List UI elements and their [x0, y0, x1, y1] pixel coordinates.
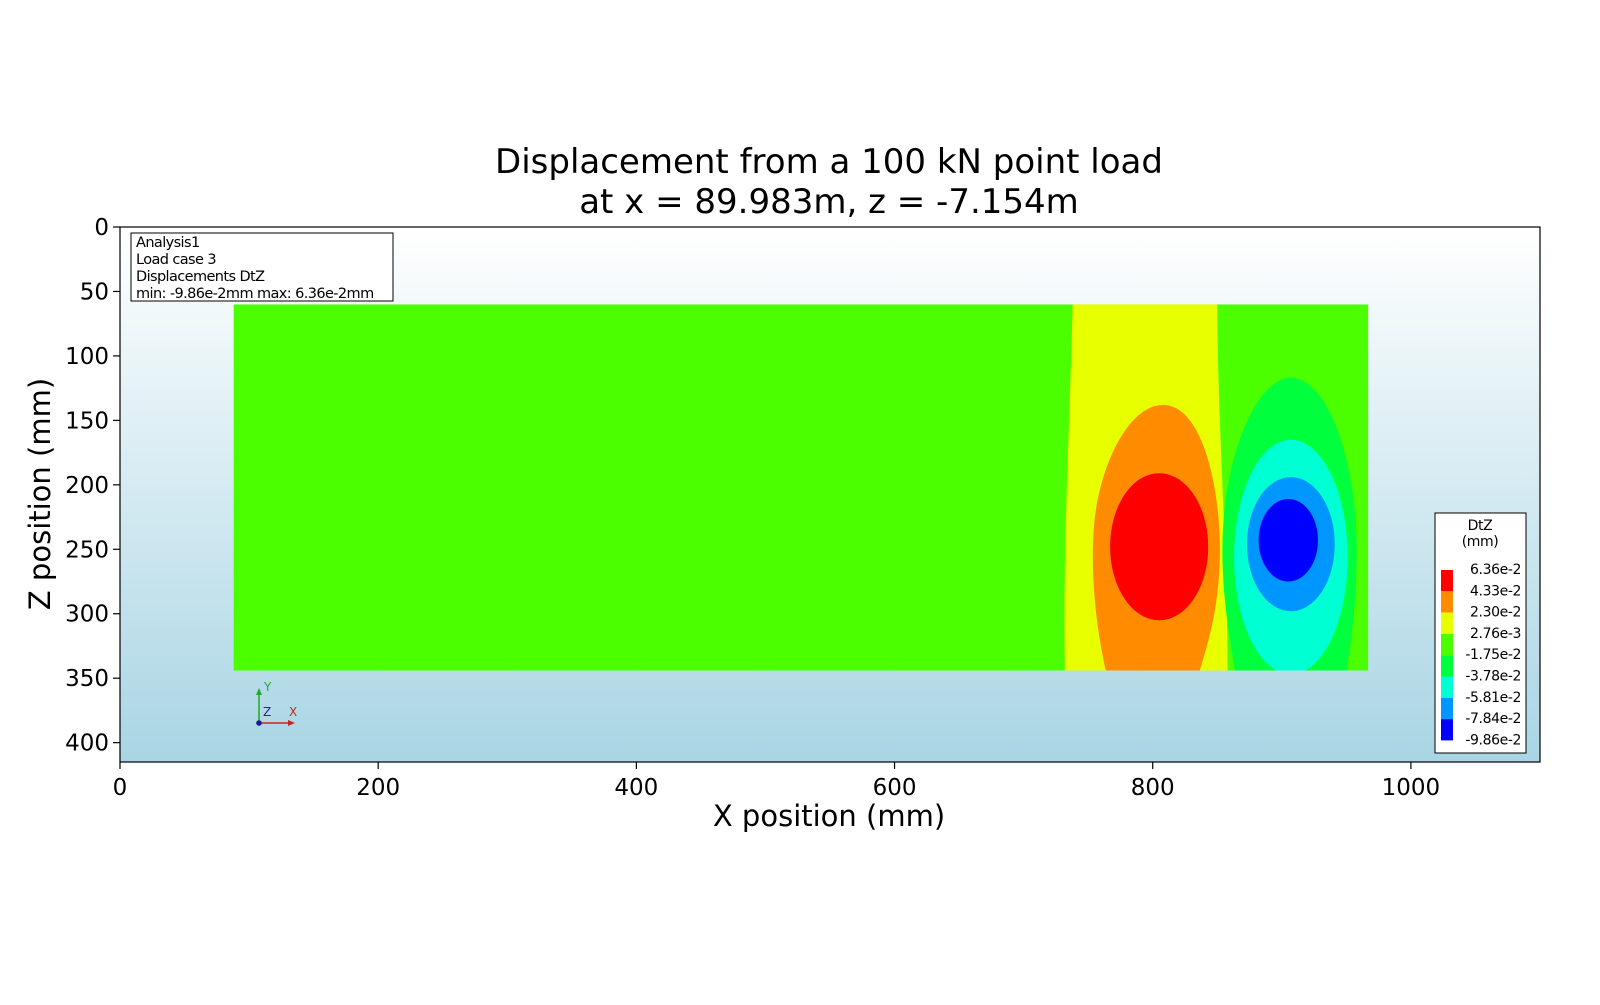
- x-tick-label: 800: [1131, 775, 1175, 801]
- y-tick-label: 50: [80, 279, 109, 305]
- x-axis: 0 200 400 600 800 1000: [113, 762, 1441, 801]
- triad-y-label: Y: [263, 680, 272, 694]
- color-legend: DtZ (mm) 6.36e-2 4.33e-2 2.30e-2 2.76e-3 -1.…: [1434, 512, 1527, 754]
- legend-level-label: -1.75e-2: [1465, 647, 1521, 663]
- contour-band-red: [1110, 473, 1209, 621]
- contour-field: [233, 304, 1369, 671]
- legend-level-label: 4.33e-2: [1470, 583, 1521, 599]
- legend-swatch: [1441, 676, 1453, 698]
- legend-level-label: -7.84e-2: [1465, 711, 1521, 727]
- x-tick-label: 200: [356, 775, 400, 801]
- plot-frame: [119, 226, 1541, 763]
- contour-band-blue: [1258, 499, 1318, 582]
- triad-x-label: X: [289, 705, 297, 719]
- legend-swatch: [1441, 633, 1453, 656]
- y-tick-label: 300: [65, 602, 109, 628]
- info-box: Analysis1 Load case 3 Displacements DtZ …: [130, 232, 394, 302]
- y-tick-label: 0: [94, 215, 109, 241]
- x-tick-label: 1000: [1382, 775, 1441, 801]
- legend-swatch: [1441, 570, 1453, 592]
- legend-title: DtZ: [1468, 518, 1493, 534]
- legend-level-label: 2.76e-3: [1470, 626, 1521, 642]
- y-tick-label: 350: [65, 666, 109, 692]
- y-tick-label: 200: [65, 473, 109, 499]
- y-axis-label: Z position (mm): [23, 378, 57, 610]
- legend-swatch: [1441, 612, 1453, 634]
- y-tick-label: 250: [65, 537, 109, 563]
- legend-level-label: 6.36e-2: [1470, 562, 1521, 578]
- legend-level-label: -9.86e-2: [1465, 732, 1521, 748]
- chart-title-line1: Displacement from a 100 kN point load: [495, 142, 1163, 182]
- chart-title-line2: at x = 89.983m, z = -7.154m: [579, 182, 1079, 222]
- info-line-result: Displacements DtZ: [136, 269, 265, 285]
- y-tick-label: 100: [65, 344, 109, 370]
- legend-level-label: -5.81e-2: [1465, 690, 1521, 706]
- legend-level-label: -3.78e-2: [1465, 669, 1521, 685]
- triad-z-label: Z: [263, 705, 271, 719]
- x-tick-label: 0: [113, 775, 128, 801]
- axis-triad: Y Z X: [256, 680, 297, 726]
- legend-swatch: [1441, 697, 1453, 720]
- x-tick-label: 600: [873, 775, 917, 801]
- legend-swatch: [1441, 591, 1453, 613]
- y-axis: 0 50 100 150 200 250 300 350 400: [65, 215, 120, 757]
- legend-unit: (mm): [1462, 534, 1499, 550]
- legend-swatch: [1441, 655, 1453, 677]
- y-tick-label: 150: [65, 408, 109, 434]
- info-line-loadcase: Load case 3: [136, 252, 216, 268]
- info-line-minmax: min: -9.86e-2mm max: 6.36e-2mm: [136, 286, 374, 302]
- x-axis-label: X position (mm): [713, 799, 945, 833]
- legend-level-label: 2.30e-2: [1470, 605, 1521, 621]
- info-line-analysis: Analysis1: [136, 235, 200, 251]
- legend-swatch: [1441, 719, 1453, 741]
- y-tick-label: 400: [65, 731, 109, 757]
- x-tick-label: 400: [614, 775, 658, 801]
